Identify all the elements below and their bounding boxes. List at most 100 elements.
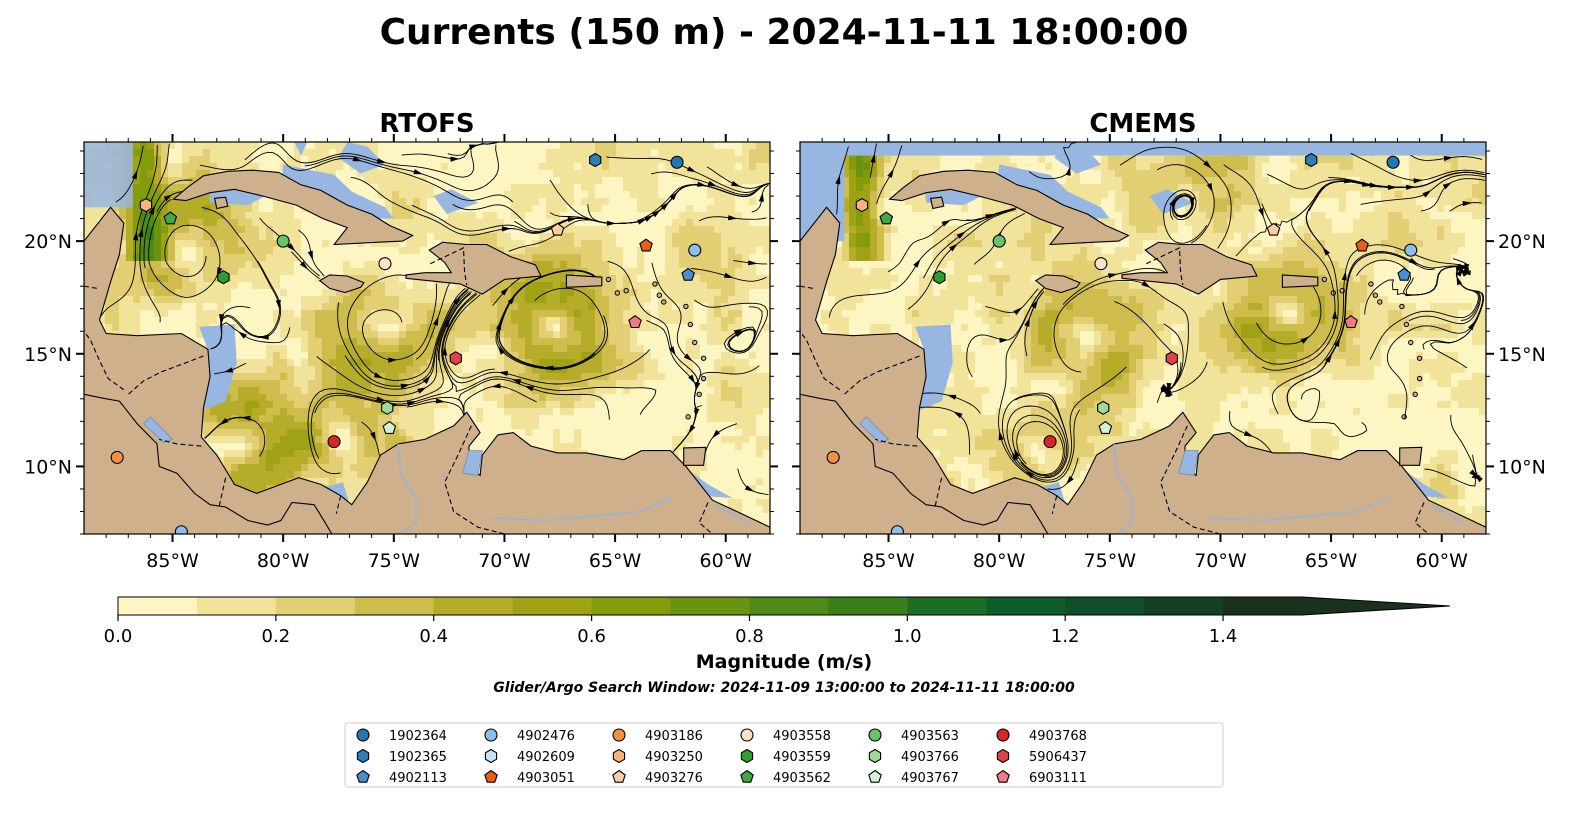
float-4903767-marker	[382, 420, 397, 434]
legend-marker-4903563	[868, 728, 882, 742]
legend-label: 4903767	[901, 771, 959, 786]
land-jamaica	[1034, 274, 1081, 294]
legend-label: 4902113	[389, 771, 447, 786]
colorbar-outline	[117, 596, 1451, 616]
colorbar-tick-label: 0.6	[577, 626, 606, 647]
float-6903111-marker	[1344, 315, 1358, 329]
legend-label: 5906437	[1029, 750, 1087, 765]
colorbar-segment	[749, 597, 829, 615]
land-trinidad	[683, 446, 707, 466]
legend-marker-4903276	[612, 769, 626, 783]
colorbar-segment	[591, 597, 672, 615]
colorbar-segment	[118, 597, 198, 615]
legend-label: 4903186	[645, 729, 703, 744]
float-4903558-marker	[378, 257, 392, 271]
legend-label: 4903558	[773, 729, 831, 744]
x-tick-label: 70°W	[478, 550, 531, 572]
float-4902476-marker	[1404, 243, 1418, 257]
x-tick-label: 70°W	[1194, 550, 1247, 572]
land-pacificCoast	[800, 393, 1049, 534]
float-1902364-marker	[1386, 155, 1400, 169]
colorbar-segment	[196, 597, 277, 615]
axes-rtofs: 85°W 80°W 75°W 70°W 65°W 60°W 20°N 15°N 10°N	[24, 134, 778, 572]
legend-label: 1902364	[389, 729, 447, 744]
legend-marker-4902113	[356, 769, 370, 783]
x-tick-label: 60°W	[700, 550, 753, 572]
map-panel-rtofs: RTOFS 85°W 80°W 75°W 70°W 65°W 60°W 20°N 15°N 10…	[24, 109, 778, 572]
x-tick-label: 80°W	[257, 550, 310, 572]
map-area-rtofs	[84, 142, 770, 534]
plot-frame-rtofs	[83, 141, 771, 535]
float-4903559-marker	[933, 270, 946, 285]
colorbar-tick-label: 0.0	[104, 626, 133, 647]
figure-title: Currents (150 m) - 2024-11-11 18:00:00	[380, 12, 1189, 53]
land-isleOfYouth	[213, 196, 229, 210]
legend-marker-6903111	[996, 769, 1010, 783]
land-cmems	[800, 142, 1486, 534]
legend-label: 4903563	[901, 729, 959, 744]
float-6903111-marker	[628, 315, 642, 329]
land-puertoRico	[565, 274, 603, 288]
map-area-cmems	[800, 142, 1486, 534]
y-tick-label: 20°N	[24, 231, 72, 253]
colorbar-segment	[354, 597, 435, 615]
float-4903558-marker	[1094, 257, 1108, 271]
panel-title-cmems: CMEMS	[1089, 109, 1196, 139]
land-hispaniola	[1121, 241, 1258, 295]
float-legend: 1902364 1902365 4902113 4902476 4902609 49030…	[344, 722, 1224, 788]
float-4902476-marker	[890, 525, 904, 534]
colorbar-segment	[986, 597, 1066, 615]
float-1902365-marker	[1305, 152, 1318, 168]
float-4903276-marker	[1266, 222, 1281, 236]
legend-marker-4903768	[996, 728, 1010, 742]
colorbar-segment	[512, 597, 593, 615]
y-tick-label: 15°N	[24, 344, 72, 366]
legend-marker-1902365	[356, 748, 370, 764]
float-4903559-marker	[217, 270, 230, 285]
colorbar-extend-arrow	[1302, 597, 1450, 615]
land-rtofs	[84, 142, 770, 534]
colorbar-tick-label: 1.4	[1209, 626, 1238, 647]
legend-label: 4902476	[517, 729, 575, 744]
colorbar-tick-label: 1.2	[1051, 626, 1080, 647]
float-4903562-marker	[879, 211, 894, 225]
float-4903563-marker	[276, 234, 290, 248]
x-tick-label: 85°W	[146, 550, 199, 572]
land-cuba	[888, 169, 1130, 246]
float-4903767-marker	[1098, 420, 1113, 434]
colorbar: 0.0 0.2 0.4 0.6 0.8 1.0 1.2 1.4	[104, 596, 1451, 647]
x-tick-label: 85°W	[862, 550, 915, 572]
plot-frame-cmems	[799, 141, 1487, 535]
colorbar-segment	[907, 597, 987, 615]
colorbar-segment	[670, 597, 751, 615]
float-5906437-marker	[449, 351, 462, 366]
land-cuba	[172, 169, 414, 246]
legend-marker-4903250	[612, 748, 626, 764]
land-hispaniola	[405, 241, 542, 295]
y-tick-label: 20°N	[1498, 231, 1546, 253]
y-tick-label: 10°N	[24, 456, 72, 478]
land-jamaica	[318, 274, 365, 294]
map-panel-cmems: CMEMS 85°W 80°W 75°W 70°W 65°W 60°W 20°N 15°N 10…	[792, 109, 1546, 572]
float-5906437-marker	[1165, 351, 1178, 366]
panel-title-rtofs: RTOFS	[379, 109, 474, 139]
x-tick-label: 65°W	[589, 550, 642, 572]
x-tick-label: 65°W	[1305, 550, 1358, 572]
legend-marker-4903051	[484, 769, 498, 783]
colorbar-segment	[1144, 597, 1224, 615]
streamlines-rtofs	[100, 142, 770, 496]
float-1902365-marker	[589, 152, 602, 168]
land-isleOfYouth	[929, 196, 945, 210]
y-tick-label: 10°N	[1498, 456, 1546, 478]
float-4903051-marker	[1355, 238, 1369, 252]
legend-label: 4903766	[901, 750, 959, 765]
legend-marker-1902364	[356, 728, 370, 742]
legend-marker-4903558	[740, 728, 754, 742]
legend-marker-4902476	[484, 728, 498, 742]
float-markers-rtofs	[110, 152, 702, 534]
legend-label: 6903111	[1029, 771, 1087, 786]
y-tick-label: 15°N	[1498, 344, 1546, 366]
colorbar-segment	[433, 597, 514, 615]
x-tick-label: 75°W	[1084, 550, 1137, 572]
